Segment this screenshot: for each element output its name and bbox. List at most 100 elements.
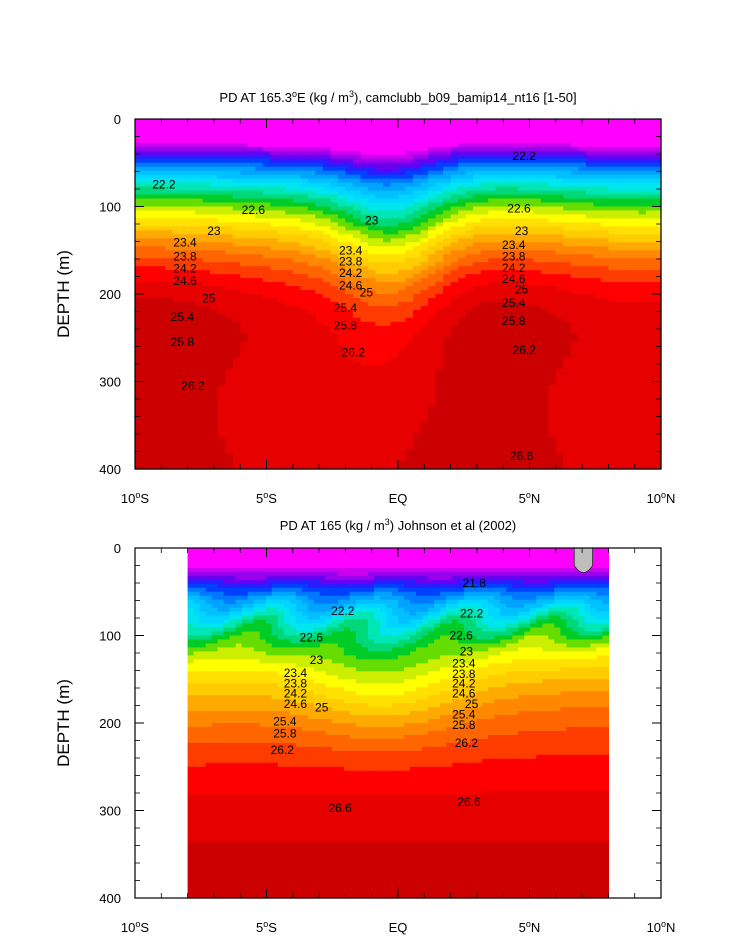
contour-cell [518, 190, 527, 196]
contour-cell [630, 238, 640, 243]
contour-cell [292, 258, 301, 263]
contour-cell [255, 301, 264, 307]
contour-cell [563, 178, 572, 184]
contour-cell [292, 214, 301, 220]
contour-cell [315, 238, 324, 243]
contour-cell [555, 349, 564, 355]
contour-cell [187, 222, 196, 227]
contour-cell [240, 297, 249, 303]
contour-cell [428, 278, 437, 283]
contour-cell [585, 286, 594, 291]
contour-cell [585, 250, 594, 255]
contour-cell [578, 325, 587, 331]
contour-cell [180, 305, 189, 311]
contour-cell [645, 122, 655, 128]
contour-cell [210, 369, 219, 375]
contour-cell [300, 238, 309, 243]
contour-cell [600, 246, 609, 251]
contour-cell [277, 385, 286, 391]
contour-cell [443, 134, 452, 140]
contour-cell [300, 321, 309, 327]
contour-cell [600, 254, 609, 259]
contour-cell [608, 365, 617, 371]
contour-cell [555, 182, 564, 188]
contour-cell [322, 373, 331, 379]
contour-cell [570, 345, 579, 351]
contour-cell [518, 333, 527, 339]
contour-cell [367, 222, 377, 227]
contour-cell [345, 357, 354, 363]
contour-cell [390, 146, 399, 152]
contour-cell [615, 134, 625, 140]
contour-cell [555, 313, 564, 319]
contour-cell [232, 309, 241, 315]
contour-cell [465, 329, 474, 335]
contour-cell [645, 297, 655, 303]
contour-cell [518, 345, 527, 351]
contour-cell [570, 222, 579, 227]
contour-cell [555, 210, 564, 216]
contour-cell [645, 373, 655, 379]
contour-cell [307, 119, 316, 124]
contour-cell [465, 353, 474, 359]
contour-cell [435, 218, 444, 224]
contour-cell [345, 278, 354, 283]
contour-cell [277, 122, 286, 128]
contour-cell [413, 329, 422, 335]
contour-cell [375, 246, 384, 251]
contour-cell [593, 218, 602, 224]
contour-cell [638, 389, 647, 395]
contour-cell [608, 234, 617, 239]
contour-cell [645, 146, 655, 152]
contour-cell [578, 254, 587, 259]
contour-cell [473, 122, 482, 128]
contour-cell [292, 119, 301, 124]
contour-cell [615, 258, 625, 263]
contour-cell [458, 258, 467, 263]
contour-cell [195, 258, 204, 263]
contour-cell [187, 381, 196, 387]
contour-cell [210, 401, 219, 406]
contour-cell [593, 146, 602, 152]
contour-cell [240, 130, 249, 136]
contour-cell [135, 337, 144, 343]
contour-cell [548, 158, 557, 164]
contour-cell [292, 294, 301, 299]
contour-cell [533, 210, 542, 216]
contour-cell [488, 242, 497, 247]
contour-cell [285, 150, 294, 156]
contour-cell [480, 278, 489, 283]
contour-cell [225, 329, 234, 335]
contour-cell [615, 305, 625, 311]
contour-cell [225, 270, 234, 275]
contour-cell [382, 130, 392, 136]
contour-cell [450, 198, 459, 204]
contour-cell [563, 286, 572, 291]
contour-cell [315, 250, 324, 255]
contour-cell [503, 381, 512, 387]
contour-cell [187, 349, 196, 355]
contour-cell [315, 210, 324, 216]
contour-cell [435, 178, 444, 184]
contour-cell [480, 226, 489, 231]
contour-cell [495, 226, 504, 231]
contour-cell [135, 126, 144, 132]
contour-cell [435, 301, 444, 307]
contour-cell [533, 393, 542, 399]
contour-cell [217, 262, 226, 267]
contour-cell [150, 290, 159, 295]
contour-cell [292, 290, 301, 295]
contour-cell [255, 361, 264, 367]
contour-cell [255, 130, 264, 136]
contour-cell [428, 329, 437, 335]
contour-cell [157, 305, 166, 311]
contour-cell [390, 337, 399, 343]
contour-cell [398, 258, 407, 263]
contour-cell [262, 373, 271, 379]
contour-cell [150, 329, 159, 335]
contour-cell [503, 286, 512, 291]
contour-cell [525, 146, 534, 152]
contour-cell [240, 170, 249, 176]
contour-cell [390, 218, 399, 224]
contour-cell [495, 341, 504, 347]
